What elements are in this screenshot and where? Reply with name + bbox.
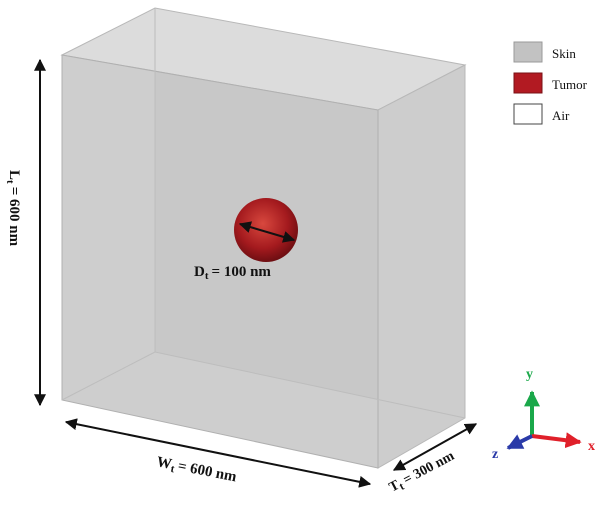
skin-block — [60, 7, 467, 469]
y-axis-label: y — [526, 367, 533, 382]
skin-right-face — [377, 64, 466, 469]
tumor — [234, 198, 298, 262]
height-label: Lt= 600 nm — [4, 170, 22, 247]
axes-triad: y x z — [492, 367, 595, 462]
hidden-edge-bottom — [154, 351, 466, 419]
legend-swatch-air — [513, 103, 543, 125]
legend: Skin Tumor Air — [513, 41, 588, 125]
legend-swatch-tumor — [513, 72, 543, 94]
legend-swatch-skin — [513, 41, 543, 63]
tumor-diameter-label: Dt = 100 nm — [194, 264, 271, 282]
width-dimension-arrow — [64, 418, 372, 488]
width-label: Wt= 600 nm — [155, 454, 238, 487]
thickness-dimension-arrow — [392, 423, 478, 471]
tumor-diameter-arrow — [238, 221, 296, 243]
tumor-sphere — [234, 198, 298, 262]
legend-label-air: Air — [552, 108, 570, 123]
z-axis-label: z — [492, 447, 498, 462]
x-axis-arrow — [531, 432, 582, 449]
legend-label-tumor: Tumor — [552, 77, 588, 92]
hidden-edge-left — [61, 351, 156, 401]
z-axis-arrow — [506, 434, 533, 450]
legend-label-skin: Skin — [552, 46, 576, 61]
x-axis-label: x — [588, 439, 595, 454]
skin-front-face — [61, 54, 379, 469]
